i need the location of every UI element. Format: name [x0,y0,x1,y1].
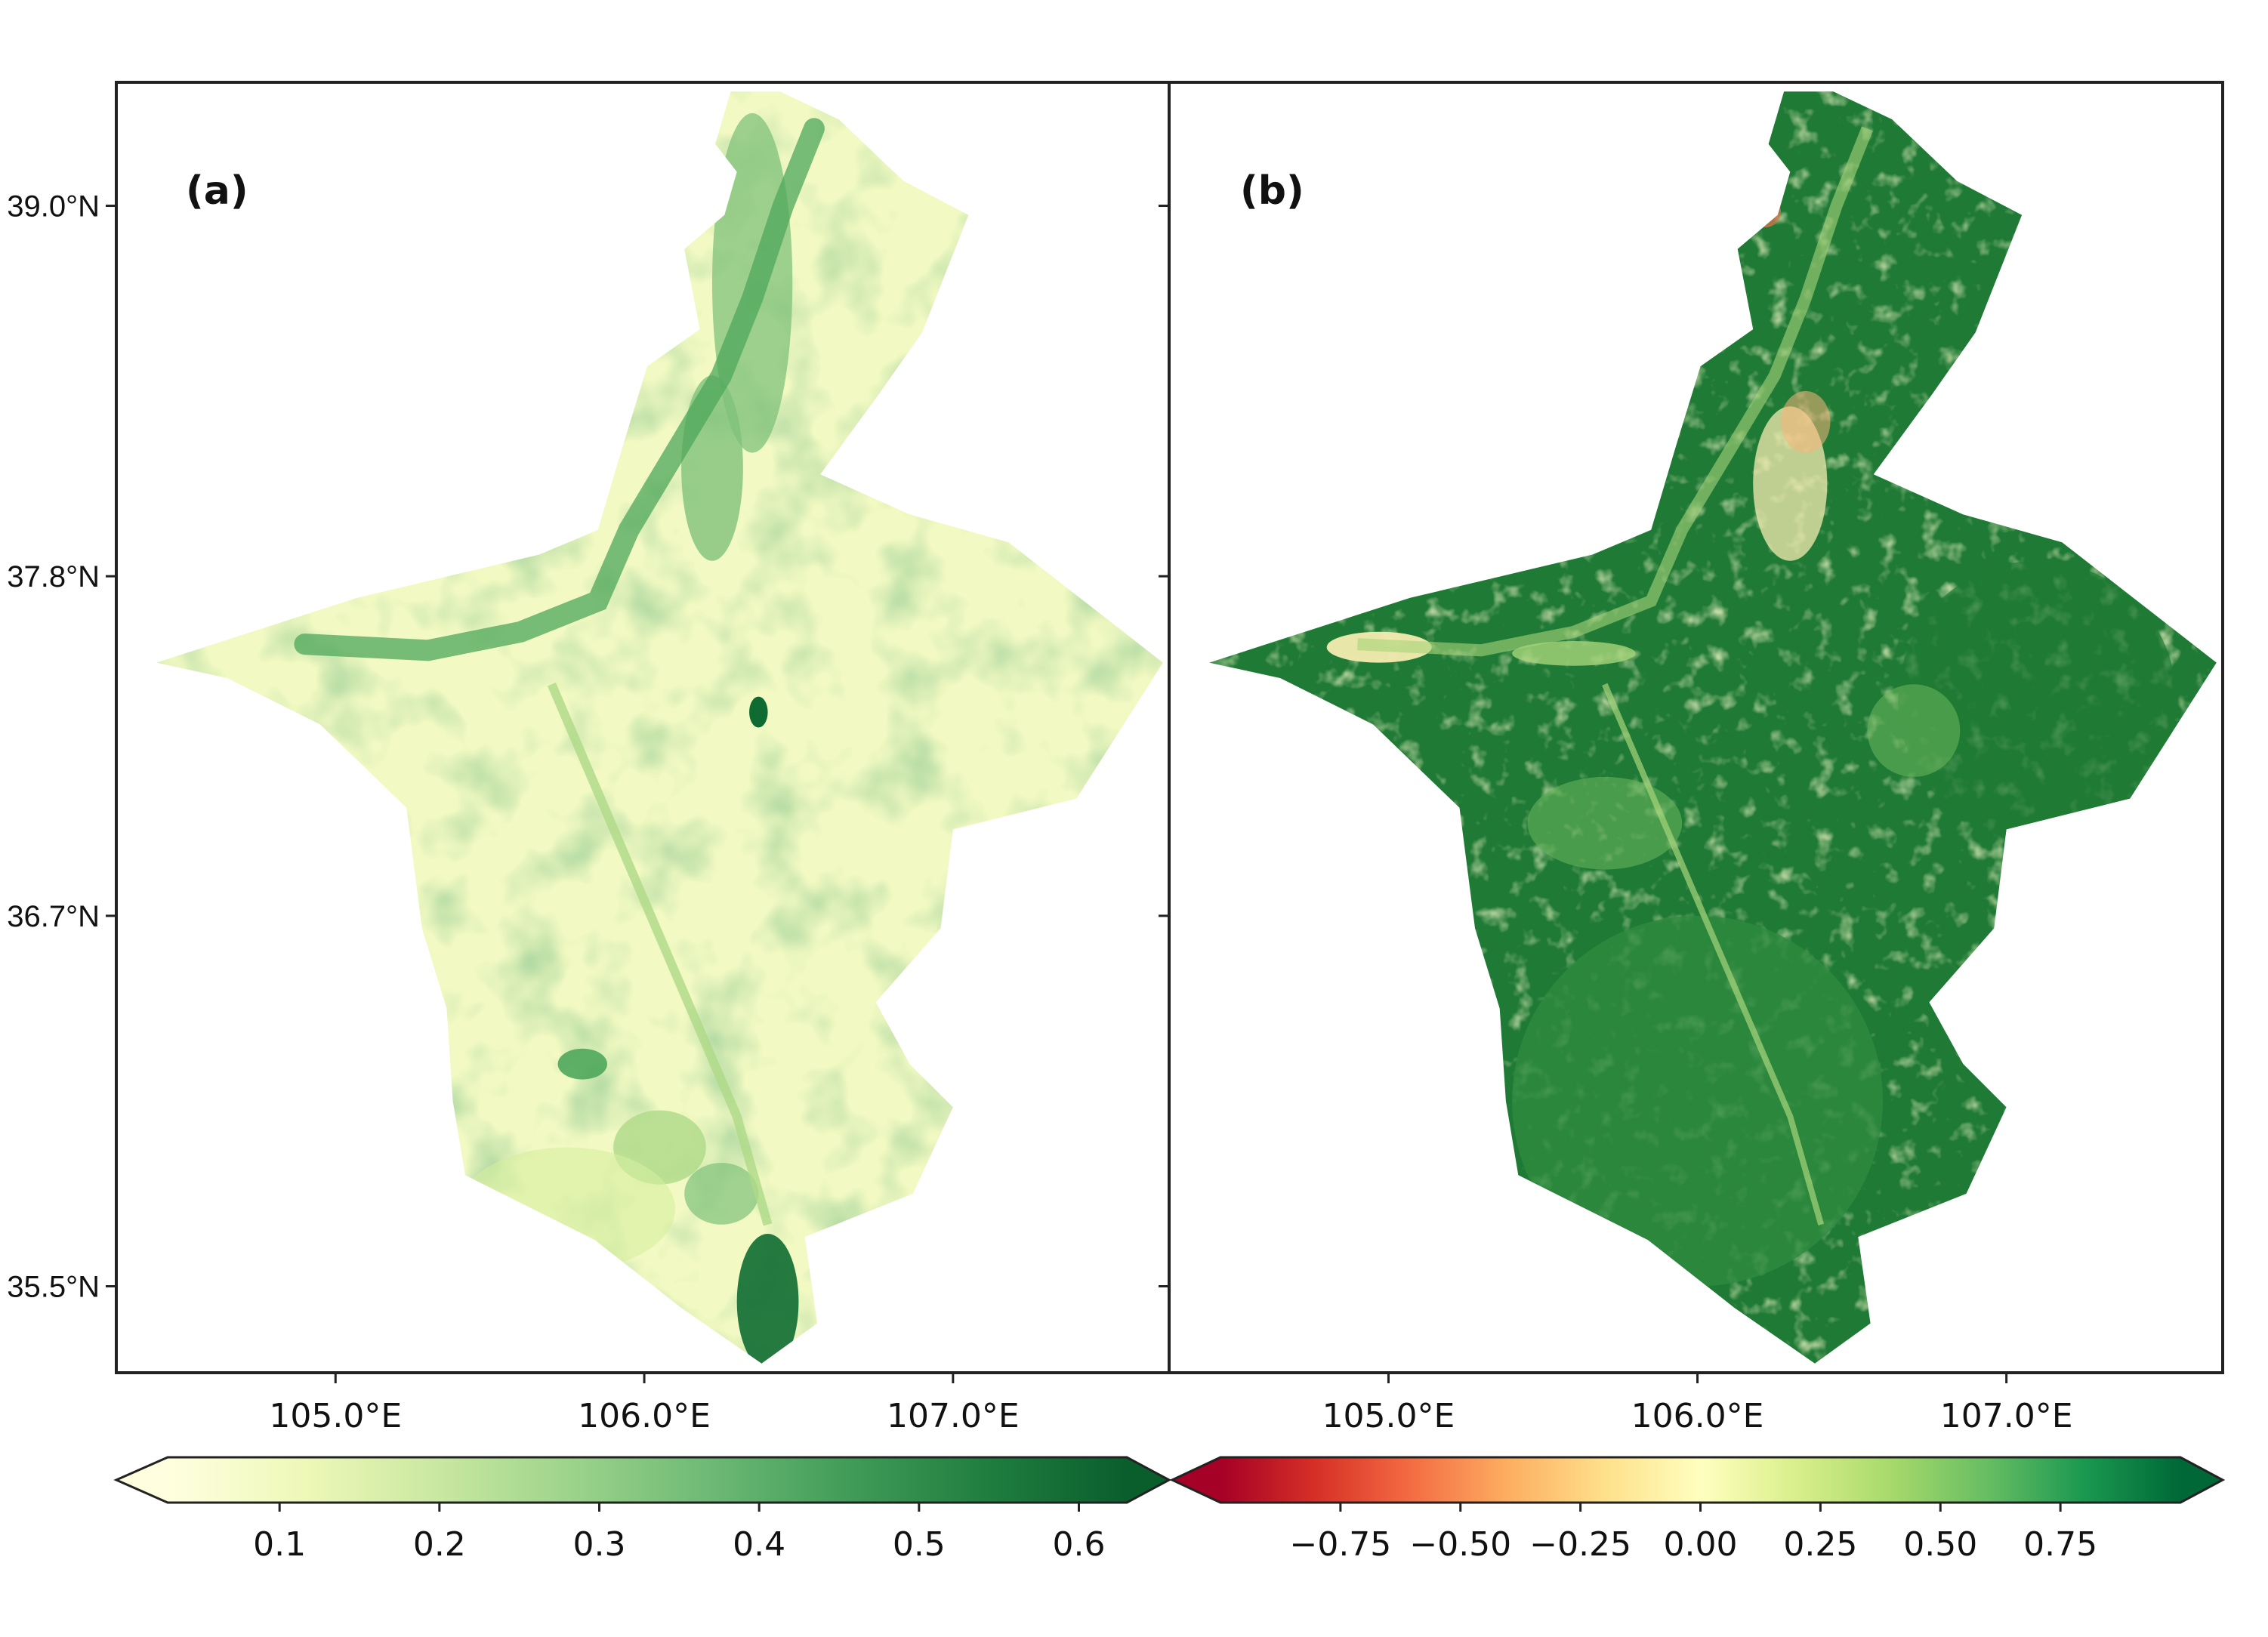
map-a-patch [684,1162,759,1225]
colorbar-a: 0.1 0.2 0.3 0.4 0.5 0.6 [113,1456,1172,1564]
map-a-river-valley [294,118,825,661]
colorbar-b-extend-low [1172,1457,1220,1503]
map-a-patch [736,1234,799,1364]
colorbar-tick-label: 0.5 [893,1525,946,1564]
colorbar-b-body [1220,1457,2180,1503]
map-b-features [1326,119,2177,1287]
colorbar-a-extend-high [1127,1457,1169,1503]
x-tick-label: 107.0°E [887,1397,1020,1435]
map-b-patch [1512,915,1883,1287]
panel-a: (a) [116,82,1169,1373]
map-b-patch [1527,776,1683,870]
colorbar-a-extend-low [116,1457,168,1503]
x-axis-b: 105.0°E 106.0°E 107.0°E [1322,1373,2073,1435]
colorbar-tick-label: −0.25 [1529,1525,1631,1564]
x-tick-label: 106.0°E [578,1397,711,1435]
colorbar-b: −0.75 −0.50 −0.25 0.00 0.25 0.50 0.75 [1169,1456,2226,1564]
colorbar-tick-label: −0.50 [1409,1525,1511,1564]
map-b-patch [1898,560,2177,839]
x-tick-label: 105.0°E [269,1397,402,1435]
y-tick-label: 39.0°N [7,190,100,224]
x-tick-label: 106.0°E [1631,1397,1764,1435]
panel-b-label: (b) [1240,168,1304,214]
colorbar-a-outline [113,1456,1172,1504]
colorbar-tick-label: 0.3 [573,1525,626,1564]
colorbar-b-outline [1169,1456,2226,1504]
map-a-tributary [547,682,773,1226]
y-tick-label: 37.8°N [7,560,100,593]
colorbar-tick-label: 0.2 [413,1525,466,1564]
colorbar-tick-label: 0.1 [253,1525,306,1564]
map-a-patch [749,696,768,728]
colorbar-b-extend-high [2180,1457,2223,1503]
map-a-patch [557,1048,607,1080]
axes-b-border [1168,81,2224,1374]
colorbar-tick-label: 0.4 [733,1525,785,1564]
y-tick-label: 36.7°N [7,900,100,933]
map-b-patch [1781,390,1831,453]
y-axis-b-ticks [1159,205,1169,1288]
colorbar-a-body [168,1457,1127,1503]
panel-a-label: (a) [186,168,248,214]
x-tick-label: 107.0°E [1940,1397,2073,1435]
colorbar-tick-label: −0.75 [1289,1525,1391,1564]
colorbar-tick-label: 0.25 [1783,1525,1857,1564]
colorbar-tick-label: 0.75 [2023,1525,2097,1564]
map-b-patch [1512,641,1636,666]
colorbar-tick-label: 0.6 [1053,1525,1106,1564]
colorbar-tick-label: 0.50 [1903,1525,1977,1564]
x-tick-label: 105.0°E [1322,1397,1455,1435]
panel-b: (b) [1169,82,2223,1373]
map-b-river-valley [1357,126,1873,657]
x-axis-a: 105.0°E 106.0°E 107.0°E [269,1373,1020,1435]
map-b-tributary [1602,683,1825,1225]
y-tick-label: 35.5°N [7,1271,100,1304]
y-axis-a: 39.0°N 37.8°N 36.7°N 35.5°N [7,190,116,1304]
colorbar-tick-label: 0.00 [1664,1525,1738,1564]
map-b-patch [1867,684,1961,777]
